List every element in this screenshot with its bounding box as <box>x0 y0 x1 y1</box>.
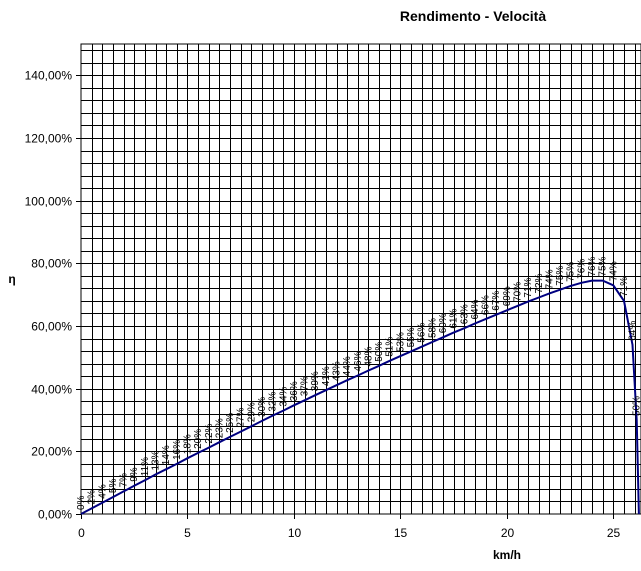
data-label: 20% <box>193 429 204 449</box>
data-label: 34% <box>278 386 289 406</box>
data-label: 50% <box>374 342 385 362</box>
y-tick-label: 0,00% <box>38 508 72 522</box>
x-tick-label: 25 <box>607 526 621 540</box>
x-tick-label: 20 <box>501 526 515 540</box>
data-label: 30% <box>257 397 268 417</box>
y-tick-label: 60,00% <box>31 320 72 334</box>
data-label: 64% <box>628 321 639 341</box>
data-label: 43% <box>332 361 343 381</box>
data-label: 27% <box>236 407 247 427</box>
data-label: 29% <box>246 402 257 422</box>
data-label: 50% <box>632 396 641 416</box>
data-label: 14% <box>161 445 172 465</box>
data-label: 75% <box>598 256 609 276</box>
data-label: 44% <box>342 356 353 376</box>
data-label: 23% <box>214 418 225 438</box>
data-label: 37% <box>300 376 311 396</box>
y-tick-label: 140,00% <box>25 69 73 83</box>
data-label: 63% <box>459 304 470 324</box>
data-label: 55% <box>406 327 417 347</box>
data-label: 76% <box>576 259 587 279</box>
data-label: 46% <box>353 351 364 371</box>
x-tick-label: 15 <box>394 526 408 540</box>
data-label: 74% <box>544 269 555 289</box>
y-axis-title: η <box>8 272 15 286</box>
data-label: 39% <box>310 371 321 391</box>
x-tick-label: 5 <box>184 526 191 540</box>
data-labels: 0% 2% 4% 5% 7% 9% 11% 13% 14% 16% 18% 20% 22% 23% 25% 2… <box>76 256 641 510</box>
plot-area-frame <box>80 43 641 515</box>
series-line <box>80 279 640 515</box>
data-label: 60% <box>438 313 449 333</box>
data-label: 18% <box>183 434 194 454</box>
data-label: 70% <box>513 282 524 302</box>
y-tick-label: 100,00% <box>25 195 73 209</box>
data-label: 9% <box>129 467 140 482</box>
x-axis-title: km/h <box>493 548 521 562</box>
data-label: 22% <box>204 423 215 443</box>
data-label: 36% <box>289 381 300 401</box>
y-tick-label: 80,00% <box>31 257 72 271</box>
series-group <box>80 279 640 515</box>
data-label: 69% <box>502 286 513 306</box>
y-tick-label: 120,00% <box>25 132 73 146</box>
data-label: 41% <box>321 366 332 386</box>
data-label: 66% <box>481 295 492 315</box>
data-label: 74% <box>608 261 619 281</box>
data-label: 64% <box>470 299 481 319</box>
data-label: 13% <box>151 450 162 470</box>
data-label: 51% <box>385 337 396 357</box>
data-label: 71% <box>619 277 630 297</box>
data-label: 71% <box>523 277 534 297</box>
y-tick-label: 20,00% <box>31 445 72 459</box>
data-label: 2% <box>87 490 98 505</box>
x-tick-label: 0 <box>78 526 85 540</box>
y-axis: 0,00% 20,00% 40,00% 60,00% 80,00% 100,00% 120,… <box>25 69 81 522</box>
data-label: 0% <box>76 495 87 510</box>
data-label: 25% <box>225 413 236 433</box>
data-label: 76% <box>587 256 598 276</box>
grid <box>81 44 641 514</box>
data-label: 56% <box>417 323 428 343</box>
data-label: 32% <box>268 391 279 411</box>
data-label: 48% <box>364 346 375 366</box>
chart-title: Rendimento - Velocità <box>400 8 546 24</box>
data-label: 16% <box>172 440 183 460</box>
data-label: 4% <box>97 484 108 499</box>
data-label: 58% <box>427 318 438 338</box>
data-label: 61% <box>449 308 460 328</box>
data-label: 75% <box>566 262 577 282</box>
x-axis: 0 5 10 15 20 25 <box>78 514 620 540</box>
data-label: 75% <box>555 266 566 286</box>
data-label: 11% <box>140 457 151 476</box>
x-tick-label: 10 <box>288 526 302 540</box>
data-label: 67% <box>491 291 502 311</box>
data-label: 72% <box>534 273 545 293</box>
y-tick-label: 40,00% <box>31 383 72 397</box>
data-label: 7% <box>119 473 130 488</box>
data-label: 5% <box>108 479 119 494</box>
data-label: 53% <box>395 332 406 352</box>
